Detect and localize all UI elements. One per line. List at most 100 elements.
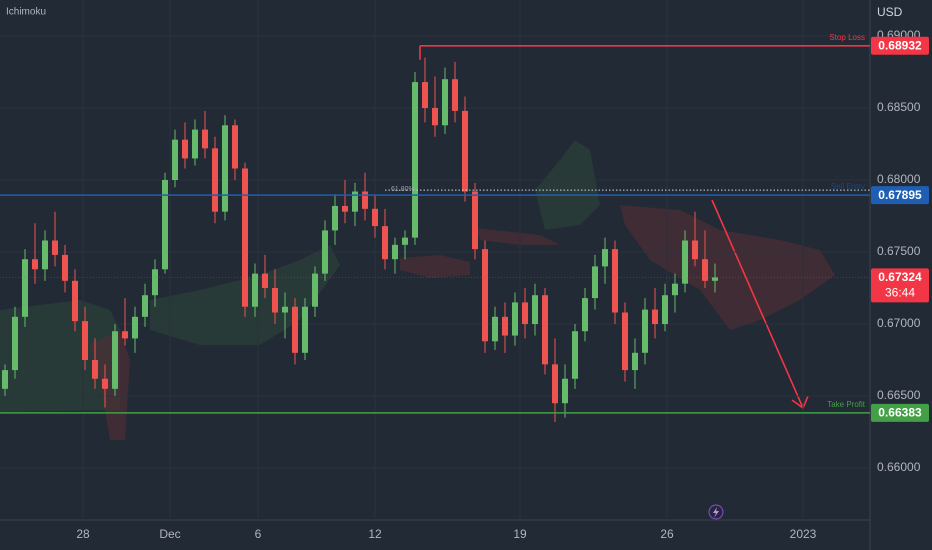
- x-tick-label: 12: [368, 527, 382, 541]
- candle-body: [482, 249, 488, 342]
- price-badge: [871, 36, 929, 55]
- candle-body: [282, 306, 288, 313]
- level-label: Take Profit: [827, 400, 866, 409]
- candle-body: [122, 331, 128, 339]
- candle-body: [342, 205, 348, 212]
- currency: USD: [877, 5, 903, 19]
- candle-body: [632, 352, 638, 371]
- candle-body: [172, 139, 178, 181]
- cloud-bear: [475, 228, 560, 245]
- candles: [2, 57, 718, 422]
- candle-body: [242, 168, 248, 307]
- candle-body: [152, 269, 158, 296]
- countdown: 36:44: [885, 286, 915, 300]
- candle-body: [612, 249, 618, 313]
- candle-body: [672, 283, 678, 296]
- candle-body: [662, 295, 668, 325]
- cloud-bull: [535, 140, 600, 230]
- candle-body: [202, 129, 208, 149]
- candle-body: [12, 316, 18, 371]
- candle-body: [302, 306, 308, 353]
- candle-body: [452, 79, 458, 111]
- candle-body: [562, 378, 568, 404]
- y-tick-label: 0.66500: [877, 388, 921, 402]
- price-badge-label: 0.68932: [878, 38, 922, 52]
- candle-body: [412, 82, 418, 238]
- candle-body: [352, 191, 358, 212]
- y-tick-label: 0.67000: [877, 316, 921, 330]
- candle-body: [572, 331, 578, 379]
- y-tick-label: 0.66000: [877, 460, 921, 474]
- price-badge-label: 0.66383: [878, 406, 922, 420]
- candle-body: [422, 82, 428, 109]
- candle-body: [192, 129, 198, 159]
- candle-body: [72, 280, 78, 322]
- candle-body: [142, 295, 148, 317]
- last-price-label: 0.67324: [878, 270, 922, 284]
- candle-body: [52, 240, 58, 255]
- candle-body: [222, 125, 228, 212]
- candle-body: [622, 312, 628, 371]
- candle-body: [472, 191, 478, 250]
- y-tick-label: 0.68500: [877, 100, 921, 114]
- candle-body: [692, 240, 698, 260]
- cloud-bear: [620, 205, 835, 330]
- y-tick-label: 0.67500: [877, 244, 921, 258]
- cloud-bull: [0, 300, 120, 412]
- projection-arrow: [711, 199, 804, 409]
- x-tick-label: 26: [660, 527, 674, 541]
- level-label: Sell Entry: [831, 182, 865, 191]
- candle-body: [382, 226, 388, 260]
- candle-body: [312, 273, 318, 307]
- candle-body: [42, 240, 48, 270]
- x-tick-label: 19: [513, 527, 527, 541]
- candle-body: [582, 298, 588, 332]
- candle-body: [212, 148, 218, 212]
- candle-body: [532, 295, 538, 325]
- candle-body: [442, 79, 448, 126]
- candle-body: [322, 230, 328, 274]
- candle-body: [492, 316, 498, 342]
- candle-body: [432, 108, 438, 126]
- y-tick-label: 0.68000: [877, 172, 921, 186]
- candle-body: [32, 259, 38, 270]
- candle-body: [82, 321, 88, 361]
- candle-body: [232, 125, 238, 169]
- candle-body: [182, 139, 188, 159]
- candle-body: [512, 302, 518, 336]
- candle-body: [682, 240, 688, 284]
- candle-body: [392, 244, 398, 260]
- candle-body: [102, 378, 108, 389]
- x-tick-label: 2023: [790, 527, 817, 541]
- candle-body: [502, 316, 508, 336]
- candle-body: [162, 180, 168, 270]
- level-label: Stop Loss: [829, 33, 865, 42]
- price-badge-label: 0.67895: [878, 188, 922, 202]
- candle-body: [642, 309, 648, 353]
- fib-label: 61.80%: [391, 186, 415, 193]
- last-price-badge: [871, 268, 929, 303]
- candle-body: [262, 273, 268, 289]
- candle-body: [592, 266, 598, 299]
- candle-body: [712, 277, 718, 281]
- candle-body: [2, 370, 8, 389]
- candle-body: [402, 237, 408, 245]
- candle-body: [272, 288, 278, 313]
- candle-body: [112, 331, 118, 389]
- candle-body: [552, 364, 558, 404]
- candle-body: [332, 205, 338, 231]
- candle-body: [462, 110, 468, 192]
- price-badge: [871, 403, 929, 422]
- cloud-bear: [400, 255, 470, 278]
- candle-body: [62, 254, 68, 281]
- x-tick-label: Dec: [159, 527, 180, 541]
- indicator-name: Ichimoku: [6, 7, 46, 18]
- candle-body: [372, 208, 378, 227]
- candle-body: [522, 302, 528, 325]
- candle-body: [132, 316, 138, 339]
- candle-body: [602, 249, 608, 267]
- candle-body: [542, 295, 548, 365]
- x-tick-label: 28: [76, 527, 90, 541]
- price-badge: [871, 186, 929, 205]
